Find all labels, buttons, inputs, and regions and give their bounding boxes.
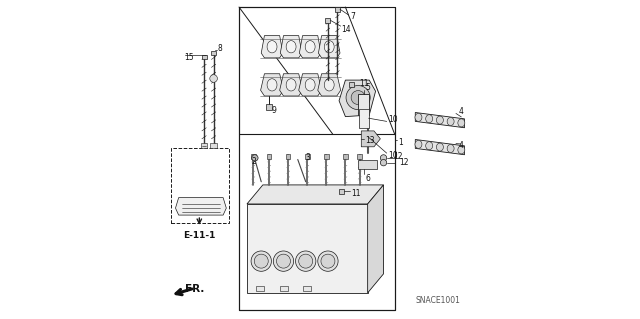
- Circle shape: [296, 251, 316, 271]
- Text: 9: 9: [272, 106, 276, 115]
- Bar: [339, 189, 344, 194]
- Text: 10: 10: [388, 115, 397, 124]
- Polygon shape: [339, 80, 376, 117]
- Polygon shape: [358, 160, 377, 169]
- Polygon shape: [415, 139, 465, 155]
- Ellipse shape: [415, 140, 422, 148]
- Bar: [211, 50, 216, 55]
- Circle shape: [252, 155, 258, 161]
- Circle shape: [321, 254, 335, 268]
- Bar: [358, 154, 362, 159]
- Circle shape: [299, 254, 313, 268]
- Polygon shape: [247, 204, 367, 293]
- Text: 15: 15: [184, 53, 194, 62]
- Text: 12: 12: [399, 158, 409, 167]
- Text: 4: 4: [458, 141, 463, 150]
- Ellipse shape: [324, 41, 334, 53]
- Polygon shape: [367, 185, 383, 293]
- Text: 8: 8: [218, 44, 223, 53]
- Bar: [286, 154, 291, 159]
- Bar: [202, 55, 207, 59]
- Bar: [266, 104, 273, 110]
- Bar: [303, 286, 312, 291]
- Bar: [171, 148, 230, 223]
- Bar: [325, 19, 330, 23]
- Text: 13: 13: [365, 136, 375, 145]
- Polygon shape: [415, 113, 465, 128]
- Polygon shape: [300, 36, 321, 58]
- Ellipse shape: [286, 79, 296, 91]
- Bar: [280, 286, 287, 291]
- Text: 5: 5: [365, 83, 371, 92]
- Ellipse shape: [426, 142, 433, 150]
- Ellipse shape: [426, 115, 433, 123]
- Ellipse shape: [415, 113, 422, 121]
- Polygon shape: [280, 36, 302, 58]
- Circle shape: [318, 251, 338, 271]
- Text: SNACE1001: SNACE1001: [415, 296, 460, 305]
- Polygon shape: [175, 197, 227, 215]
- Text: 1: 1: [398, 137, 403, 146]
- Circle shape: [346, 85, 370, 110]
- Circle shape: [273, 251, 294, 271]
- Ellipse shape: [447, 117, 454, 125]
- Text: 3: 3: [306, 153, 310, 162]
- Text: 6: 6: [365, 174, 371, 183]
- Text: 2: 2: [251, 157, 256, 166]
- Circle shape: [251, 251, 271, 271]
- Polygon shape: [319, 36, 340, 58]
- Polygon shape: [260, 74, 284, 96]
- Bar: [358, 94, 369, 115]
- Polygon shape: [318, 74, 340, 96]
- Circle shape: [380, 155, 387, 161]
- Text: 12: 12: [393, 152, 403, 161]
- Bar: [343, 154, 348, 159]
- Ellipse shape: [305, 79, 315, 91]
- Circle shape: [380, 160, 387, 166]
- Circle shape: [254, 254, 268, 268]
- Bar: [349, 82, 355, 87]
- Bar: [324, 154, 328, 159]
- Bar: [251, 154, 255, 159]
- Ellipse shape: [458, 146, 465, 154]
- Ellipse shape: [436, 143, 444, 151]
- Text: 7: 7: [350, 12, 355, 21]
- Text: 11: 11: [351, 189, 360, 198]
- Polygon shape: [261, 36, 283, 58]
- Text: E-11-1: E-11-1: [183, 231, 216, 240]
- Text: 4: 4: [458, 108, 463, 116]
- Bar: [256, 286, 264, 291]
- Ellipse shape: [305, 41, 315, 53]
- Polygon shape: [247, 185, 383, 204]
- Ellipse shape: [458, 119, 465, 127]
- Bar: [239, 7, 395, 310]
- Bar: [359, 109, 369, 128]
- Ellipse shape: [267, 41, 277, 53]
- Polygon shape: [299, 74, 321, 96]
- Bar: [211, 143, 217, 148]
- Circle shape: [351, 91, 365, 105]
- Polygon shape: [280, 74, 303, 96]
- Circle shape: [210, 75, 218, 82]
- Text: 10: 10: [388, 151, 397, 160]
- Ellipse shape: [436, 116, 444, 124]
- Bar: [201, 143, 207, 148]
- Text: 14: 14: [342, 25, 351, 34]
- Bar: [305, 154, 310, 159]
- Ellipse shape: [324, 79, 334, 91]
- Bar: [267, 154, 271, 159]
- Ellipse shape: [267, 79, 277, 91]
- Ellipse shape: [286, 41, 296, 53]
- Ellipse shape: [447, 145, 454, 152]
- Circle shape: [276, 254, 291, 268]
- Polygon shape: [362, 131, 380, 147]
- Bar: [335, 7, 340, 12]
- Text: 11: 11: [359, 79, 368, 88]
- Text: FR.: FR.: [185, 284, 204, 294]
